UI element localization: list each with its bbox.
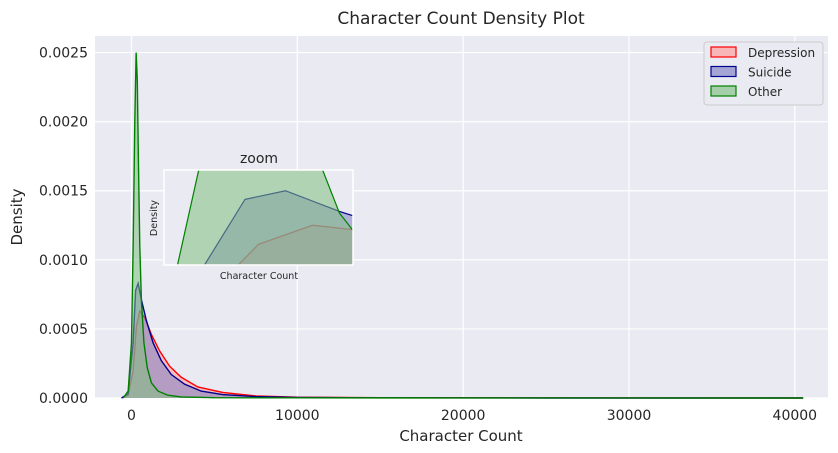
x-tick-label: 40000 [773,408,818,424]
other-inset-line [176,170,353,265]
y-tick-label: 0.0025 [39,46,88,62]
other-inset-area [177,170,353,265]
x-axis-label: Character Count [399,427,522,445]
chart-title: Character Count Density Plot [337,9,585,29]
suicide-legend-label: Suicide [748,66,792,80]
legend: Depression Suicide Other [703,41,824,106]
inset-x-label: Character Count [220,271,298,282]
y-tick-label: 0.0020 [39,115,88,131]
other-density-line [122,52,804,399]
inset-title: zoom [240,151,278,167]
depression-legend-label: Depression [748,46,815,60]
depression-legend-swatch [710,46,737,58]
suicide-legend-swatch [710,65,737,78]
y-axis-label: Density [8,188,26,245]
x-tick-label: 10000 [275,408,320,424]
inset-series [176,170,353,265]
tick-labels: 0 10000 20000 30000 40000 0.0000 0.0005 0.0010 0… [39,46,817,424]
inset-frame [163,169,354,266]
y-tick-label: 0.0005 [39,322,88,338]
other-legend-label: Other [748,85,782,99]
density-series [121,52,804,399]
zoom-inset: zoom Character Count Density [149,151,354,282]
x-tick-label: 20000 [441,408,486,424]
y-tick-label: 0.0015 [39,184,88,200]
x-tick-label: 0 [127,408,136,424]
y-tick-label: 0.0000 [39,391,88,407]
x-tick-label: 30000 [607,408,652,424]
other-legend-swatch [710,85,737,97]
inset-y-label: Density [149,200,160,236]
y-tick-label: 0.0010 [39,253,88,269]
